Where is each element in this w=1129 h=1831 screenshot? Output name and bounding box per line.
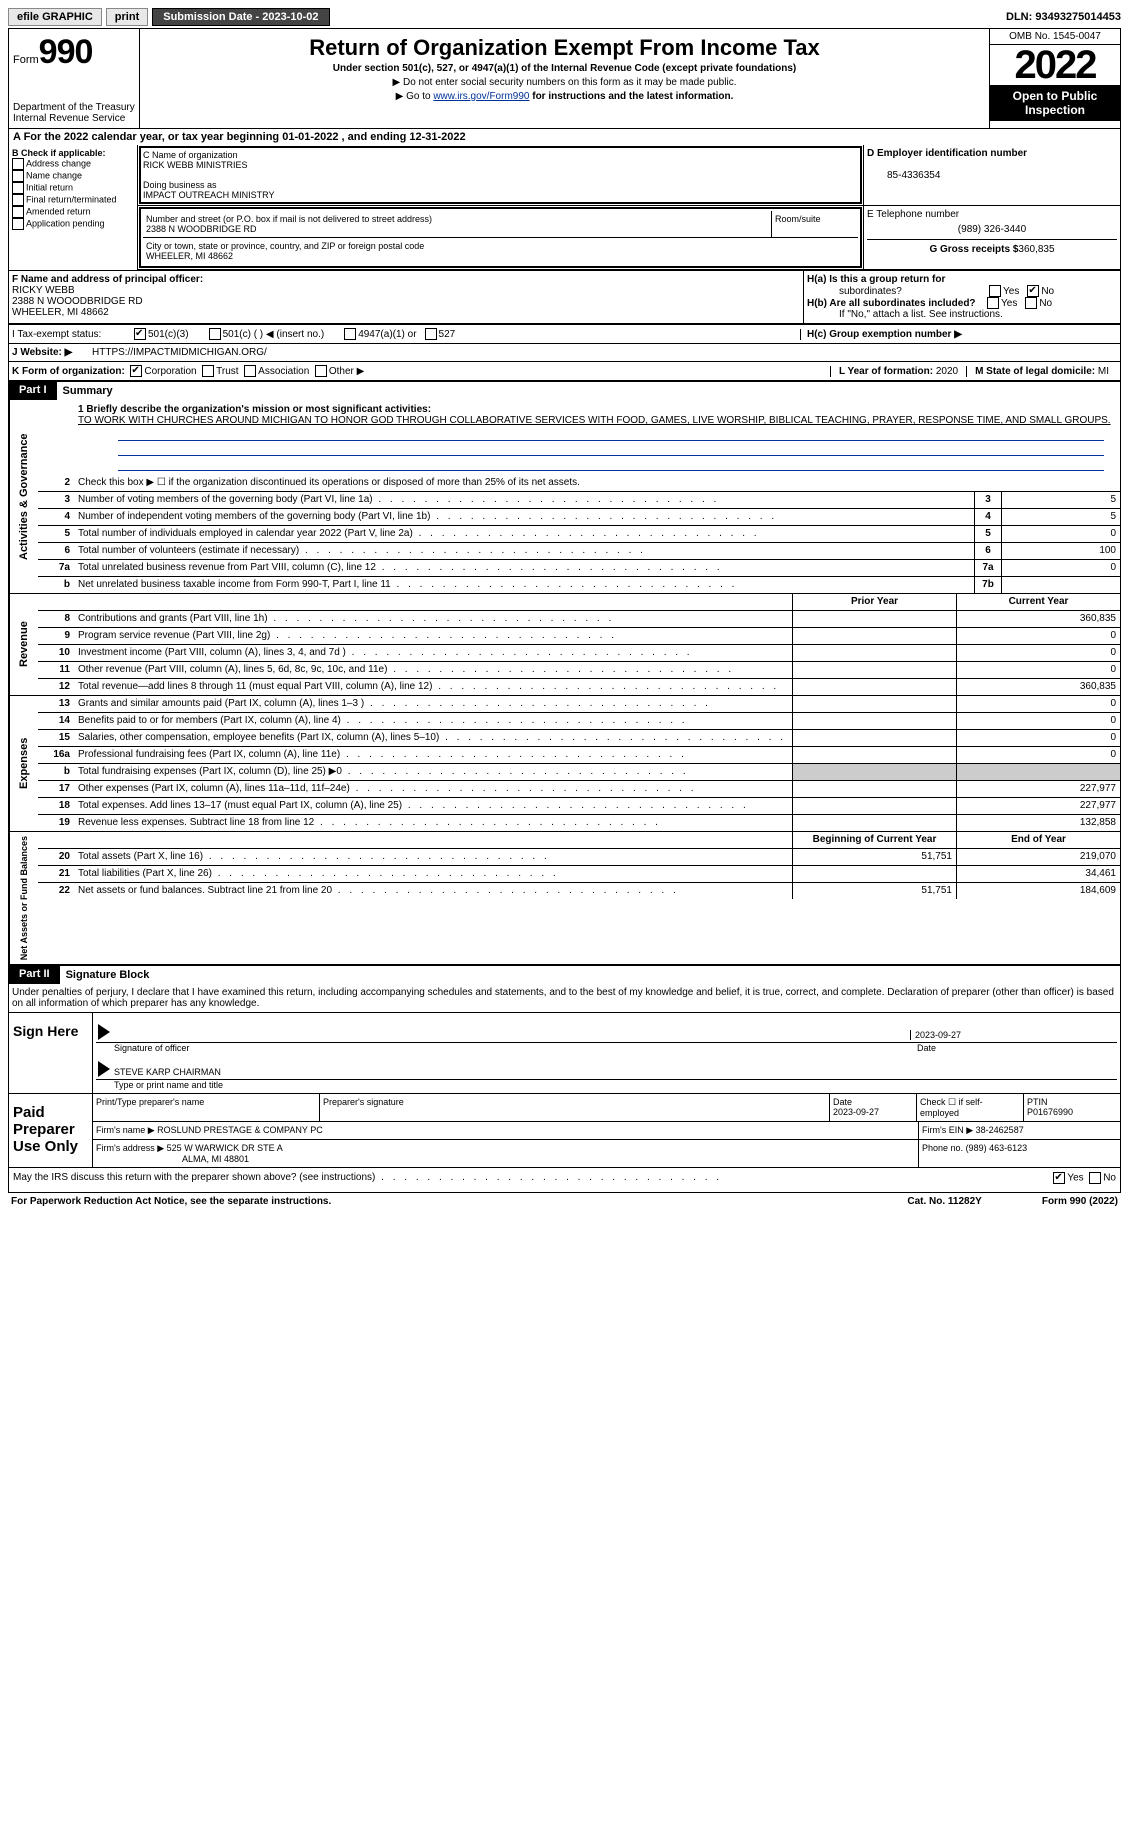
- dln: DLN: 93493275014453: [1006, 11, 1121, 23]
- form-title: Return of Organization Exempt From Incom…: [144, 35, 985, 61]
- sign-here-label: Sign Here: [9, 1013, 93, 1093]
- arrow-icon: [98, 1024, 110, 1040]
- submission-date: Submission Date - 2023-10-02: [152, 8, 329, 26]
- room-box: Room/suite: [772, 211, 858, 237]
- org-name-box: C Name of organization RICK WEBB MINISTR…: [139, 146, 862, 204]
- part-1-header: Part I Summary: [9, 381, 1120, 400]
- year-box: OMB No. 1545-0047 2022 Open to Public In…: [989, 29, 1120, 128]
- discuss-text: May the IRS discuss this return with the…: [13, 1172, 1053, 1188]
- activities-label: Activities & Governance: [9, 400, 38, 593]
- footer-left: For Paperwork Reduction Act Notice, see …: [11, 1196, 331, 1207]
- street-box: Number and street (or P.O. box if mail i…: [143, 211, 772, 237]
- city-box: City or town, state or province, country…: [143, 238, 858, 264]
- website-url: HTTPS://IMPACTMIDMICHIGAN.ORG/: [92, 347, 267, 358]
- ein-box: D Employer identification number 85-4336…: [863, 145, 1120, 205]
- efile-button[interactable]: efile GRAPHIC: [8, 8, 102, 26]
- website-label: J Website: ▶: [12, 347, 92, 358]
- footer-mid: Cat. No. 11282Y: [907, 1196, 981, 1207]
- tax-period: A For the 2022 calendar year, or tax yea…: [9, 129, 1120, 145]
- revenue-label: Revenue: [9, 594, 38, 695]
- arrow-icon: [98, 1061, 110, 1077]
- part-2-header: Part II Signature Block: [9, 965, 1120, 984]
- footer-right: Form 990 (2022): [1042, 1196, 1118, 1207]
- group-return-box: H(a) Is this a group return for subordin…: [804, 271, 1120, 323]
- irs-link[interactable]: www.irs.gov/Form990: [433, 91, 529, 102]
- net-assets-label: Net Assets or Fund Balances: [9, 832, 38, 964]
- mission-text: 1 Briefly describe the organization's mi…: [38, 400, 1120, 475]
- phone-box: E Telephone number (989) 326-3440 G Gros…: [863, 206, 1120, 269]
- penalty-text: Under penalties of perjury, I declare th…: [9, 984, 1120, 1013]
- paid-preparer-label: Paid Preparer Use Only: [9, 1094, 93, 1167]
- section-b: B Check if applicable: Address change Na…: [9, 145, 138, 270]
- form-id-box: Form990 Department of the Treasury Inter…: [9, 29, 140, 128]
- expenses-label: Expenses: [9, 696, 38, 831]
- officer-box: F Name and address of principal officer:…: [9, 271, 804, 323]
- print-button[interactable]: print: [106, 8, 148, 26]
- form-title-box: Return of Organization Exempt From Incom…: [140, 29, 989, 128]
- tax-status-label: I Tax-exempt status:: [12, 329, 134, 340]
